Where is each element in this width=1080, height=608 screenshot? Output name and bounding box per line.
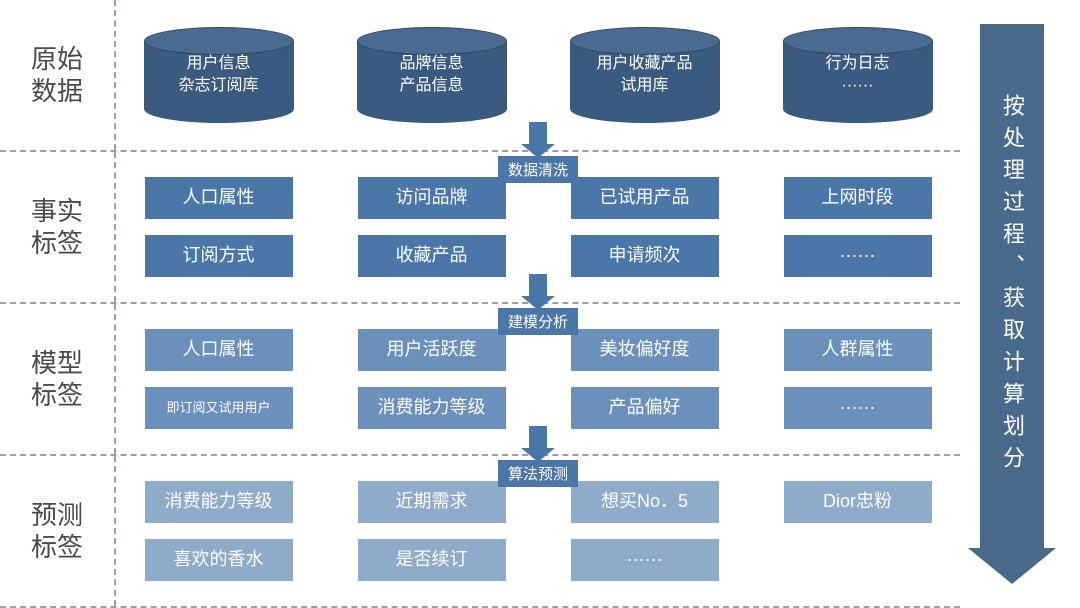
stage-arrow: 算法预测 bbox=[498, 426, 578, 487]
data-source-cylinder: 用户收藏产品 试用库 bbox=[570, 27, 720, 123]
tag-box: 人口属性 bbox=[145, 329, 293, 371]
layer-row: 原始 数据 用户信息 杂志订阅库 品牌信息 产品信息 用户收藏产品 试用库 行为日志 ·… bbox=[0, 0, 960, 152]
tag-box: 即订阅又试用用户 bbox=[145, 387, 293, 429]
stage-label: 数据清洗 bbox=[498, 156, 578, 183]
layer-row: 事实 标签人口属性 访问品牌 已试用产品 上网时段订阅方式 收藏产品 申请频次 ······ bbox=[0, 152, 960, 304]
tag-box: 消费能力等级 bbox=[358, 387, 506, 429]
tag-box: 申请频次 bbox=[571, 235, 719, 277]
tag-box: 想买No．5 bbox=[571, 481, 719, 523]
stage-label: 算法预测 bbox=[498, 460, 578, 487]
process-flow-arrow-label: 按处理过程、获取计算划分 bbox=[980, 24, 1044, 548]
tag-box: 是否续订 bbox=[358, 539, 506, 581]
tag-box: 喜欢的香水 bbox=[145, 539, 293, 581]
tag-box: 订阅方式 bbox=[145, 235, 293, 277]
cylinder-label: 行为日志 ······ bbox=[825, 53, 889, 96]
tag-box: 人群属性 bbox=[784, 329, 932, 371]
tag-box: ······ bbox=[571, 539, 719, 581]
layer-row: 预测 标签消费能力等级 近期需求 想买No．5 Dior忠粉喜欢的香水 是否续订 ····… bbox=[0, 456, 960, 608]
tag-box: Dior忠粉 bbox=[784, 481, 932, 523]
tag-box: 产品偏好 bbox=[571, 387, 719, 429]
stage-arrow: 建模分析 bbox=[498, 274, 578, 335]
tag-box: 人口属性 bbox=[145, 177, 293, 219]
cylinder-label: 用户信息 杂志订阅库 bbox=[178, 53, 258, 96]
tag-box: ······ bbox=[784, 235, 932, 277]
diagram-canvas: 按处理过程、获取计算划分 原始 数据 用户信息 杂志订阅库 品牌信息 产品信息 用户收… bbox=[0, 0, 1080, 608]
rows-container: 原始 数据 用户信息 杂志订阅库 品牌信息 产品信息 用户收藏产品 试用库 行为日志 ·… bbox=[0, 0, 960, 608]
layer-label: 原始 数据 bbox=[0, 0, 116, 150]
cylinder-label: 品牌信息 产品信息 bbox=[399, 53, 463, 96]
tag-box: 上网时段 bbox=[784, 177, 932, 219]
tag-box: 收藏产品 bbox=[358, 235, 506, 277]
layer-row: 模型 标签人口属性 用户活跃度 美妆偏好度 人群属性即订阅又试用用户 消费能力等级 产品偏… bbox=[0, 304, 960, 456]
stage-label: 建模分析 bbox=[498, 308, 578, 335]
tag-box: 用户活跃度 bbox=[358, 329, 506, 371]
tag-box: 美妆偏好度 bbox=[571, 329, 719, 371]
cylinder-label: 用户收藏产品 试用库 bbox=[596, 53, 692, 96]
tag-box: 近期需求 bbox=[358, 481, 506, 523]
data-source-cylinder: 品牌信息 产品信息 bbox=[357, 27, 507, 123]
layer-label: 模型 标签 bbox=[0, 304, 116, 454]
tag-box: ······ bbox=[784, 387, 932, 429]
data-source-cylinder: 用户信息 杂志订阅库 bbox=[144, 27, 294, 123]
layer-label: 事实 标签 bbox=[0, 152, 116, 302]
tag-box: 消费能力等级 bbox=[145, 481, 293, 523]
layer-label: 预测 标签 bbox=[0, 456, 116, 606]
stage-arrow: 数据清洗 bbox=[498, 122, 578, 183]
data-source-cylinder: 行为日志 ······ bbox=[783, 27, 933, 123]
tag-box: 已试用产品 bbox=[571, 177, 719, 219]
process-flow-arrow-head bbox=[968, 548, 1056, 584]
process-flow-arrow: 按处理过程、获取计算划分 bbox=[980, 24, 1044, 584]
tag-box: 访问品牌 bbox=[358, 177, 506, 219]
